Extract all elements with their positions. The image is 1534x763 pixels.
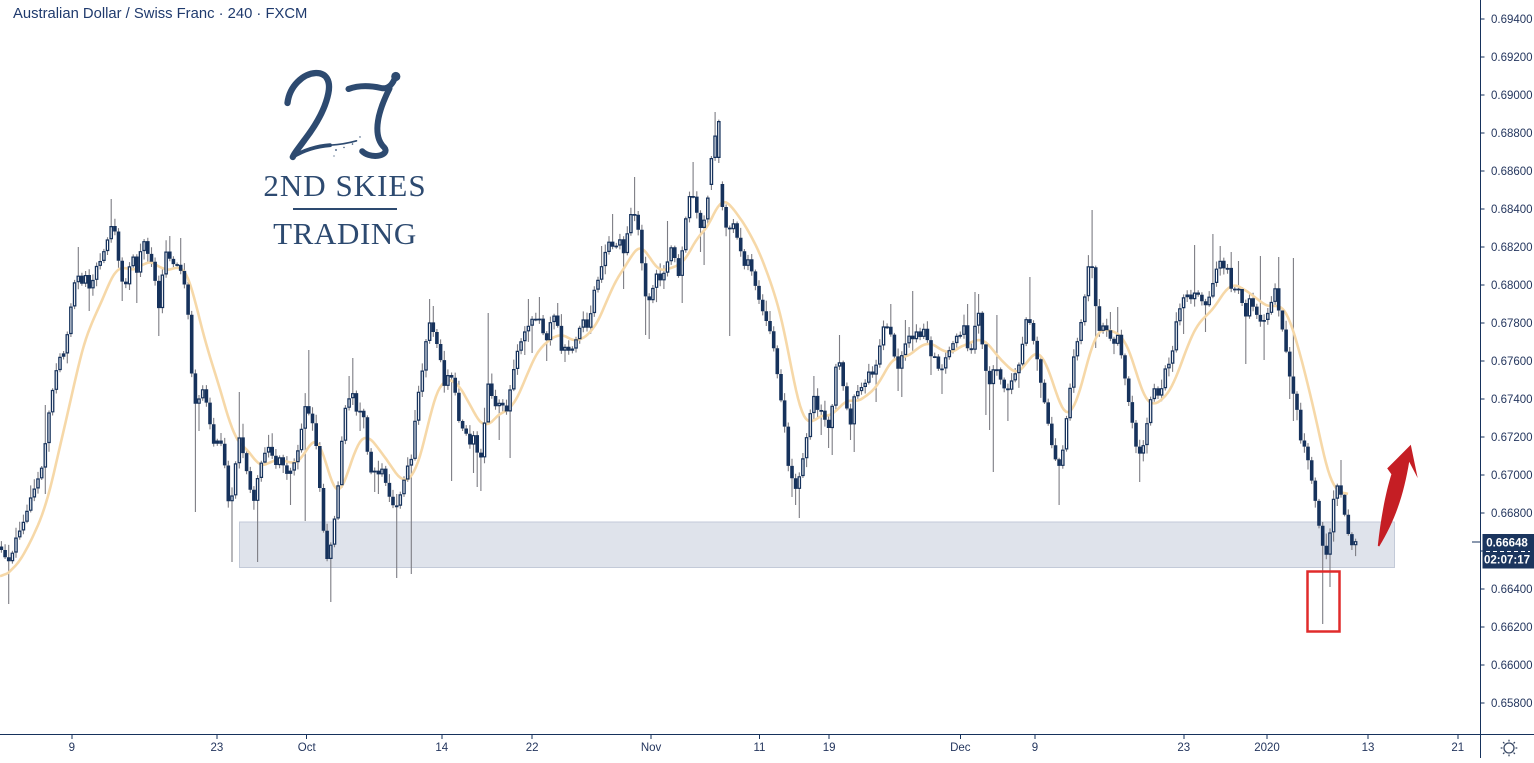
- svg-text:14: 14: [435, 742, 448, 754]
- svg-text:0.65800: 0.65800: [1491, 698, 1533, 710]
- svg-text:0.67400: 0.67400: [1491, 394, 1533, 406]
- svg-text:0.68800: 0.68800: [1491, 128, 1533, 140]
- svg-text:9: 9: [69, 742, 75, 754]
- svg-text:0.67000: 0.67000: [1491, 470, 1533, 482]
- svg-text:02:07:17: 02:07:17: [1484, 555, 1530, 567]
- svg-text:19: 19: [823, 742, 836, 754]
- svg-text:2020: 2020: [1254, 742, 1280, 754]
- svg-text:9: 9: [1032, 742, 1038, 754]
- svg-text:0.66000: 0.66000: [1491, 660, 1533, 672]
- svg-text:0.69400: 0.69400: [1491, 14, 1533, 26]
- svg-text:0.67800: 0.67800: [1491, 318, 1533, 330]
- svg-text:0.68200: 0.68200: [1491, 242, 1533, 254]
- svg-text:0.69200: 0.69200: [1491, 52, 1533, 64]
- svg-text:2ND SKIES: 2ND SKIES: [263, 168, 426, 203]
- svg-text:Oct: Oct: [298, 742, 317, 754]
- svg-text:0.66400: 0.66400: [1491, 584, 1533, 596]
- svg-text:0.69000: 0.69000: [1491, 90, 1533, 102]
- svg-text:Australian Dollar / Swiss Fran: Australian Dollar / Swiss Franc · 240 · …: [13, 6, 307, 22]
- svg-text:0.68000: 0.68000: [1491, 280, 1533, 292]
- svg-text:13: 13: [1362, 742, 1375, 754]
- svg-text:23: 23: [1177, 742, 1190, 754]
- svg-text:0.68600: 0.68600: [1491, 166, 1533, 178]
- svg-text:11: 11: [754, 742, 766, 754]
- svg-text:0.66200: 0.66200: [1491, 622, 1533, 634]
- svg-text:0.67600: 0.67600: [1491, 356, 1533, 368]
- svg-text:0.67200: 0.67200: [1491, 432, 1533, 444]
- svg-text:0.66648: 0.66648: [1486, 538, 1528, 550]
- svg-text:TRADING: TRADING: [273, 216, 417, 251]
- svg-text:Dec: Dec: [950, 742, 971, 754]
- svg-text:22: 22: [526, 742, 539, 754]
- svg-text:Nov: Nov: [641, 742, 662, 754]
- svg-text:0.68400: 0.68400: [1491, 204, 1533, 216]
- svg-text:21: 21: [1451, 742, 1464, 754]
- svg-text:23: 23: [211, 742, 224, 754]
- svg-text:0.66800: 0.66800: [1491, 508, 1533, 520]
